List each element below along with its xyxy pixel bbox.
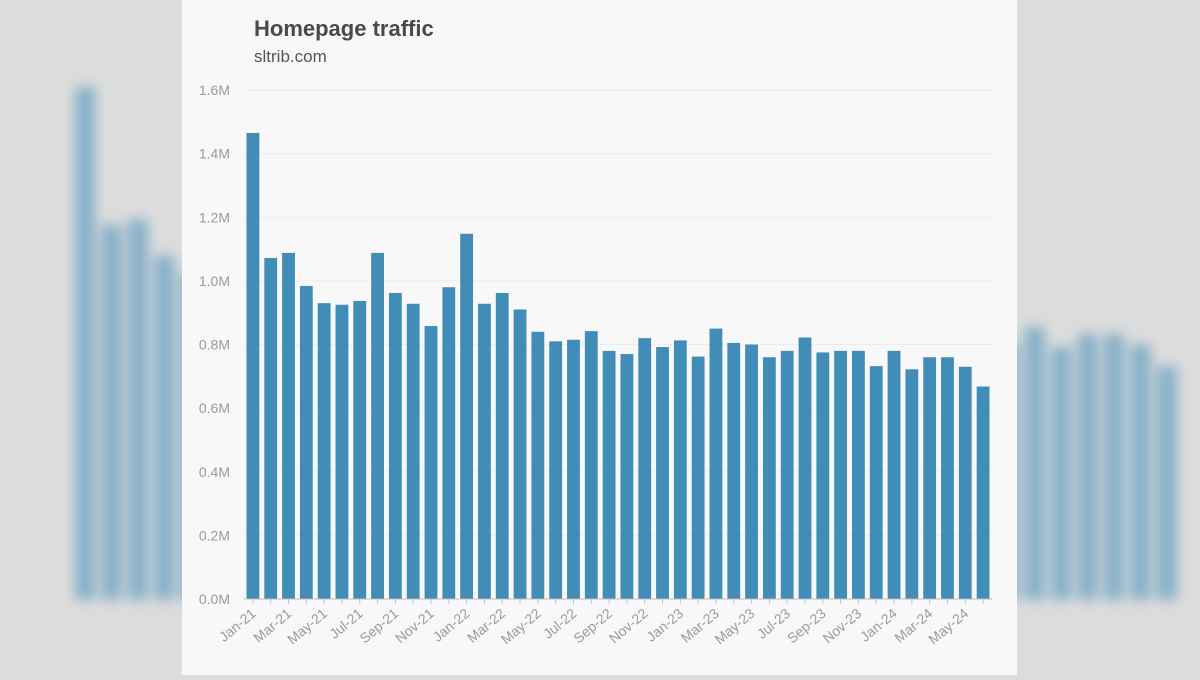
gridlines bbox=[244, 89, 992, 536]
bar-Jul-22 bbox=[567, 339, 580, 599]
bar-Nov-23 bbox=[852, 350, 865, 599]
bar-Jan-21 bbox=[246, 132, 260, 599]
bar-May-21 bbox=[317, 303, 331, 599]
x-tick-label: May-23 bbox=[711, 605, 757, 647]
bar-May-23 bbox=[745, 344, 758, 599]
bar-Dec-22 bbox=[656, 347, 669, 599]
chart-card: Homepage traffic sltrib.com 0.0M 0.2M 0.4M… bbox=[182, 0, 1017, 675]
bar-Aug-23 bbox=[798, 337, 812, 599]
bar-Dec-21 bbox=[442, 287, 456, 599]
bar-Dec-23 bbox=[869, 366, 883, 599]
x-tick-label: Nov-21 bbox=[392, 605, 437, 646]
bar-Jan-24 bbox=[887, 350, 901, 599]
bg-bar bbox=[154, 255, 175, 600]
bar-Oct-23 bbox=[834, 350, 848, 599]
bar-Apr-21 bbox=[299, 285, 313, 599]
bg-bar bbox=[1130, 344, 1151, 600]
x-tick-label: May-24 bbox=[925, 605, 971, 647]
bar-Jun-24 bbox=[976, 386, 990, 599]
bar-Aug-22 bbox=[584, 331, 598, 599]
bar-May-22 bbox=[531, 331, 545, 599]
bar-Oct-22 bbox=[620, 354, 634, 599]
bar-Feb-22 bbox=[478, 303, 491, 599]
chart-subtitle: sltrib.com bbox=[254, 47, 327, 66]
bar-Nov-21 bbox=[424, 326, 438, 599]
x-tick-label: Jan-22 bbox=[429, 605, 472, 645]
bar-Mar-24 bbox=[923, 357, 937, 599]
x-tick-label: Sep-21 bbox=[356, 605, 401, 646]
bar-Jan-22 bbox=[460, 233, 474, 600]
bar-Jul-21 bbox=[353, 300, 367, 599]
bar-Jun-21 bbox=[335, 304, 349, 599]
bg-bar bbox=[1156, 366, 1177, 600]
bar-Sep-22 bbox=[602, 350, 616, 599]
bar-Mar-21 bbox=[282, 252, 295, 599]
bar-Sep-21 bbox=[388, 292, 402, 599]
bar-Jan-23 bbox=[673, 340, 687, 599]
bar-Mar-23 bbox=[709, 328, 723, 599]
bar-Sep-23 bbox=[816, 352, 830, 599]
x-tick-label: Nov-23 bbox=[819, 605, 864, 646]
bar-Jun-22 bbox=[549, 341, 563, 599]
chart-svg: Homepage traffic sltrib.com 0.0M 0.2M 0.4M… bbox=[199, 16, 992, 647]
x-tick-label: May-21 bbox=[284, 605, 330, 647]
bg-bar bbox=[1024, 327, 1045, 600]
bar-Mar-22 bbox=[495, 292, 509, 599]
bar-Apr-23 bbox=[727, 342, 741, 599]
y-tick-label: 0.8M bbox=[199, 337, 230, 353]
y-tick-label: 1.4M bbox=[199, 146, 230, 162]
bar-Feb-23 bbox=[691, 356, 705, 599]
chart-title: Homepage traffic bbox=[254, 16, 434, 41]
bar-Jul-23 bbox=[780, 350, 794, 599]
y-tick-label: 1.6M bbox=[199, 82, 230, 98]
y-tick-label: 0.6M bbox=[199, 400, 230, 416]
bg-bar bbox=[101, 224, 122, 601]
bars bbox=[246, 132, 990, 600]
bar-Aug-21 bbox=[371, 252, 384, 599]
bar-Feb-21 bbox=[264, 257, 278, 599]
x-tick-label: Jan-24 bbox=[857, 605, 900, 645]
x-tick-label: May-22 bbox=[498, 605, 544, 647]
x-axis-ticks: Jan-21Mar-21May-21Jul-21Sep-21Nov-21Jan-… bbox=[216, 599, 984, 647]
bar-Nov-22 bbox=[638, 338, 652, 599]
y-tick-label: 0.0M bbox=[199, 591, 230, 607]
bar-May-24 bbox=[958, 366, 972, 599]
bar-Jun-23 bbox=[762, 357, 776, 599]
bg-bar bbox=[1051, 347, 1072, 600]
y-tick-label: 1.2M bbox=[199, 209, 230, 225]
bar-Feb-24 bbox=[905, 369, 919, 599]
y-tick-label: 0.2M bbox=[199, 527, 230, 543]
y-tick-label: 0.4M bbox=[199, 464, 230, 480]
bg-bar bbox=[75, 87, 96, 600]
y-axis-ticks: 0.0M 0.2M 0.4M 0.6M 0.8M 1.0M 1.2M 1.4M 1.6M bbox=[199, 82, 230, 607]
bg-bar bbox=[127, 219, 148, 600]
y-tick-label: 1.0M bbox=[199, 273, 230, 289]
x-tick-label: Nov-22 bbox=[606, 605, 651, 646]
x-tick-label: Sep-22 bbox=[570, 605, 615, 646]
x-tick-label: Sep-23 bbox=[784, 605, 829, 646]
bar-Apr-24 bbox=[941, 357, 954, 599]
bg-bar bbox=[1104, 334, 1125, 600]
bar-Apr-22 bbox=[513, 309, 527, 599]
bg-bar bbox=[1077, 334, 1098, 600]
x-tick-label: Jan-23 bbox=[643, 605, 686, 645]
bar-Oct-21 bbox=[406, 303, 420, 599]
x-tick-label: Jan-21 bbox=[216, 605, 259, 645]
